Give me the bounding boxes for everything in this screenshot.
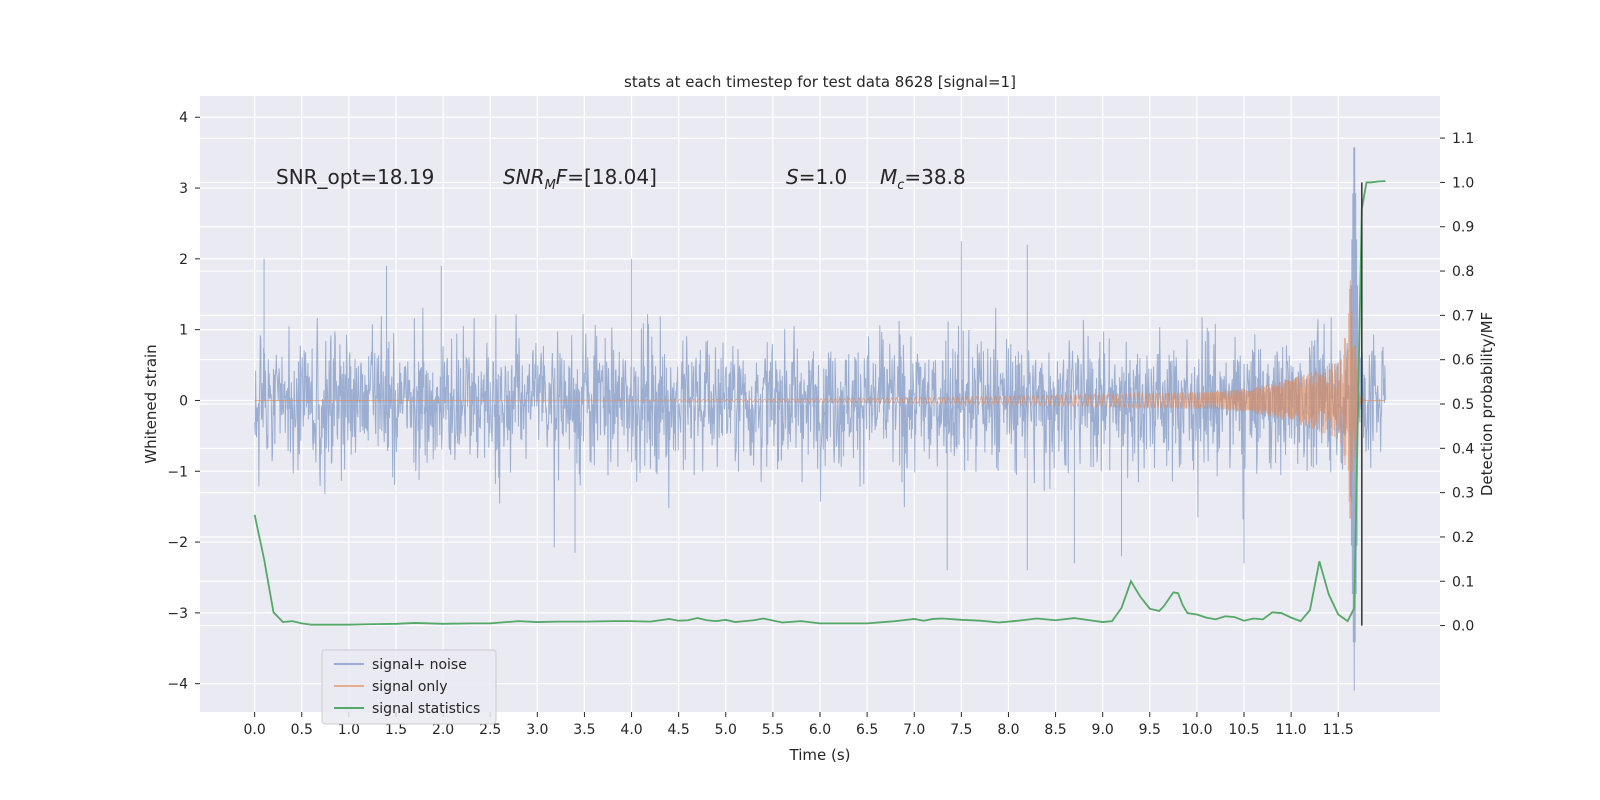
x-tick-label: 8.0 bbox=[997, 722, 1019, 738]
x-tick-label: 8.5 bbox=[1044, 722, 1066, 738]
y2-tick-labels: 1.1 1.0 0.9 0.8 0.7 0.6 0.5 0.4 0.3 0.2 0.1 0.0 bbox=[1440, 131, 1474, 635]
annotation-mc: Mc=38.8 bbox=[880, 165, 966, 193]
annotation-s-main: S bbox=[786, 165, 799, 189]
annotation-mc-main: M bbox=[880, 165, 897, 189]
y2-tick-label: 0.2 bbox=[1452, 530, 1474, 546]
x-tick-label: 3.0 bbox=[526, 722, 548, 738]
x-tick-label: 11.0 bbox=[1276, 722, 1307, 738]
signal-only-series bbox=[254, 280, 1386, 519]
x-tick-label: 1.0 bbox=[338, 722, 360, 738]
legend-label-signal-only: signal only bbox=[372, 679, 447, 695]
chart-title: stats at each timestep for test data 862… bbox=[624, 73, 1016, 91]
x-tick-label: 9.0 bbox=[1092, 722, 1114, 738]
y2-tick-label: 0.4 bbox=[1452, 441, 1474, 457]
y2-tick-label: 0.8 bbox=[1452, 264, 1474, 280]
annotation-mc-value: =38.8 bbox=[904, 165, 965, 189]
x-tick-label: 3.5 bbox=[573, 722, 595, 738]
y-tick-label: 2 bbox=[179, 252, 188, 268]
y2-tick-label: 0.3 bbox=[1452, 486, 1474, 502]
y-tick-label: −1 bbox=[167, 464, 188, 480]
x-tick-label: 10.0 bbox=[1181, 722, 1212, 738]
x-tick-label: 4.5 bbox=[668, 722, 690, 738]
signal-statistics-series bbox=[253, 180, 1386, 626]
y-axis-label: Whitened strain bbox=[142, 344, 160, 463]
x-tick-label: 10.5 bbox=[1228, 722, 1259, 738]
x-tick-label: 5.0 bbox=[715, 722, 737, 738]
annotation-mc-sub: c bbox=[897, 178, 904, 193]
annotation-s: S=1.0 bbox=[786, 165, 847, 189]
x-tick-label: 6.0 bbox=[809, 722, 831, 738]
x-tick-label: 7.5 bbox=[950, 722, 972, 738]
x-tick-label: 7.0 bbox=[903, 722, 925, 738]
signal-only-line bbox=[254, 280, 1386, 519]
y-tick-label: −4 bbox=[167, 677, 188, 693]
x-tick-label: 4.0 bbox=[620, 722, 642, 738]
signal-noise-series bbox=[254, 147, 1386, 691]
y2-tick-label: 1.1 bbox=[1452, 131, 1474, 147]
y2-tick-label: 1.0 bbox=[1452, 175, 1474, 191]
y-tick-label: 1 bbox=[179, 323, 188, 339]
y2-tick-label: 0.0 bbox=[1452, 619, 1474, 635]
legend-label-signal-statistics: signal statistics bbox=[372, 701, 480, 717]
x-tick-label: 2.5 bbox=[479, 722, 501, 738]
annotation-snr-opt: SNR_opt=18.19 bbox=[276, 165, 434, 189]
y2-tick-label: 0.6 bbox=[1452, 353, 1474, 369]
x-axis-label: Time (s) bbox=[789, 746, 851, 764]
annotation-snr-mf-sub: M bbox=[545, 178, 556, 193]
y2-tick-label: 0.7 bbox=[1452, 308, 1474, 324]
x-tick-label: 0.0 bbox=[244, 722, 266, 738]
y-tick-label: 4 bbox=[179, 110, 188, 126]
x-tick-label: 5.5 bbox=[762, 722, 784, 738]
annotation-snr-mf-f: F bbox=[556, 165, 568, 189]
x-tick-label: 6.5 bbox=[856, 722, 878, 738]
x-tick-label: 9.5 bbox=[1139, 722, 1161, 738]
y-tick-label: −3 bbox=[167, 606, 188, 622]
x-tick-label: 0.5 bbox=[291, 722, 313, 738]
y2-tick-label: 0.1 bbox=[1452, 574, 1474, 590]
x-tick-label: 2.0 bbox=[432, 722, 454, 738]
x-tick-label: 11.5 bbox=[1323, 722, 1354, 738]
y2-tick-label: 0.5 bbox=[1452, 397, 1474, 413]
x-tick-labels: 0.0 0.5 1.0 1.5 2.0 2.5 3.0 3.5 4.0 4.5 5.0 5.5 6.0 6… bbox=[244, 712, 1354, 738]
legend-label-signal-noise: signal+ noise bbox=[372, 657, 467, 673]
y-tick-labels: 4 3 2 1 0 −1 −2 −3 −4 bbox=[167, 110, 200, 693]
annotation-snr-mf: SNRMF=[18.04] bbox=[503, 165, 657, 193]
annotation-snr-mf-value: =[18.04] bbox=[567, 165, 657, 189]
legend-box bbox=[321, 649, 497, 725]
y-tick-label: 3 bbox=[179, 181, 188, 197]
y-tick-label: −2 bbox=[167, 535, 188, 551]
y2-tick-label: 0.9 bbox=[1452, 220, 1474, 236]
signal-statistics-line bbox=[253, 180, 1386, 626]
y2-axis-label: Detection probability/MF bbox=[1478, 312, 1496, 496]
signal-noise-line bbox=[254, 147, 1386, 691]
x-tick-label: 1.5 bbox=[385, 722, 407, 738]
annotation-snr-mf-main: SNR bbox=[503, 165, 545, 189]
y-tick-label: 0 bbox=[179, 393, 188, 409]
annotation-s-value: =1.0 bbox=[799, 165, 848, 189]
legend: signal+ noise signal only signal statist… bbox=[321, 649, 497, 725]
